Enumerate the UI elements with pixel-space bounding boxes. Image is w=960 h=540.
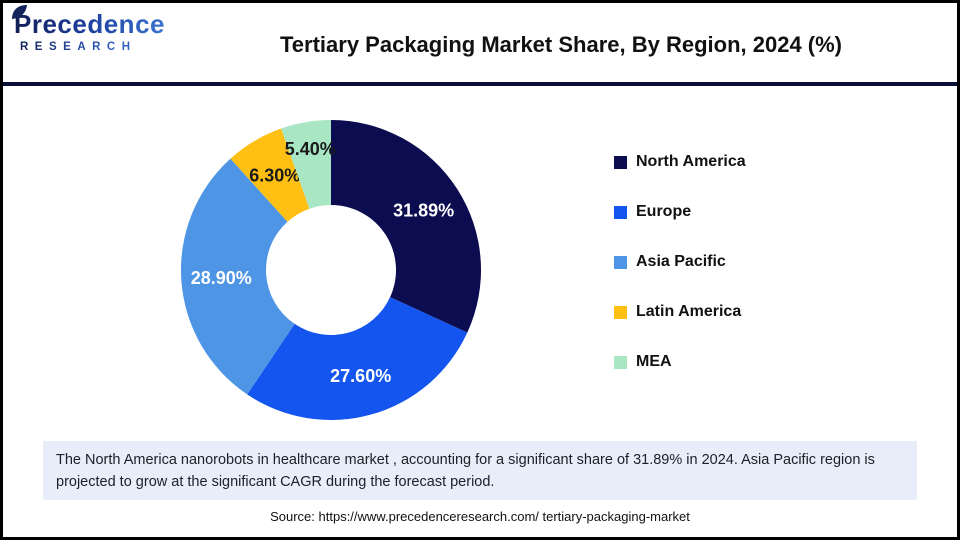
header: Precedence RESEARCH Tertiary Packaging M… — [3, 3, 957, 82]
pie-slice-north-america — [331, 120, 481, 333]
brand-subtitle: RESEARCH — [14, 41, 174, 53]
note-box: The North America nanorobots in healthca… — [43, 441, 917, 500]
page-title: Tertiary Packaging Market Share, By Regi… — [279, 32, 843, 57]
note-text: The North America nanorobots in healthca… — [56, 452, 875, 491]
slice-value-label: 5.40% — [285, 139, 336, 159]
legend-swatch — [614, 305, 627, 319]
legend-swatch — [614, 355, 627, 369]
source-line: Source: https://www.precedenceresearch.c… — [270, 509, 690, 524]
legend-item-europe: Europe — [614, 203, 746, 221]
donut-chart: 31.89% 27.60% 28.90% 6.30% 5.40% — [181, 120, 481, 420]
brand-name: Precedence — [14, 9, 165, 39]
slice-value-label: 28.90% — [191, 268, 252, 288]
legend-item-asia-pacific: Asia Pacific — [614, 253, 746, 271]
pie-slice-europe — [247, 297, 468, 420]
legend-swatch — [614, 255, 627, 269]
legend-label: North America — [636, 153, 746, 170]
legend-label: Asia Pacific — [636, 253, 726, 270]
legend-item-mea: MEA — [614, 353, 746, 371]
header-divider — [3, 82, 957, 86]
slice-value-label: 27.60% — [330, 366, 391, 386]
legend-item-north-america: North America — [614, 153, 746, 171]
legend-label: Latin America — [636, 303, 742, 320]
legend-swatch — [614, 205, 627, 219]
slice-value-label: 31.89% — [393, 201, 454, 221]
legend-swatch — [614, 155, 627, 169]
pie-slice-latin-america — [230, 128, 310, 222]
leaf-icon — [12, 5, 27, 19]
legend-label: Europe — [636, 203, 692, 220]
pie-slice-asia-pacific — [181, 158, 295, 395]
pie-slice-mea — [281, 120, 331, 209]
legend-item-latin-america: Latin America — [614, 303, 746, 321]
legend-label: MEA — [636, 353, 672, 370]
brand-wordmark: Precedence — [12, 5, 174, 39]
slice-value-label: 6.30% — [249, 165, 300, 185]
brand-logo: Precedence RESEARCH — [12, 5, 174, 53]
chart-legend: North America Europe Asia Pacific Latin Ame… — [614, 153, 746, 403]
